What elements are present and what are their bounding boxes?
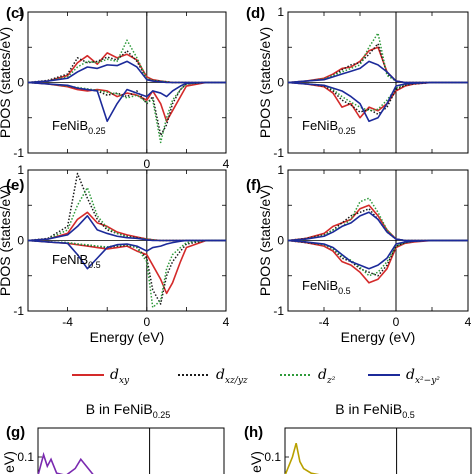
series-dz2-spin-down — [287, 81, 468, 112]
y-tick-label: 0 — [17, 234, 24, 248]
panel-label: (f) — [246, 177, 261, 194]
panel-title: B in FeNiB0.5 — [335, 401, 414, 420]
panel-label: (d) — [246, 5, 265, 22]
panel-label: (h) — [244, 424, 263, 441]
y-tick-label: -1 — [13, 146, 24, 160]
x-tick-label: 0 — [393, 315, 400, 329]
y-tick-label: 0 — [17, 76, 24, 90]
x-tick-label: 4 — [223, 315, 230, 329]
x-tick-label: 0 — [143, 315, 150, 329]
y-axis-label: PDOS (states/eV) — [257, 27, 273, 138]
series-dz2-spin-up — [287, 197, 468, 242]
legend-label: dz² — [318, 367, 336, 386]
series-dxy-spin-up — [27, 52, 226, 84]
x-axis-label: Energy (eV) — [90, 329, 165, 345]
y-tick-label: 1 — [17, 5, 24, 19]
series-dxz-yz-spin-up — [27, 172, 226, 242]
legend-label: dx²−y² — [406, 367, 440, 386]
panel-e: (e) -1 0 1 -4 0 4 PDOS (states/eV) Energy (eV) Fe… — [0, 163, 230, 345]
y-tick-label: 0.1 — [264, 450, 281, 464]
legend: dxy dxz/yz dz² dx²−y² — [72, 367, 440, 386]
series-dxy-spin-up — [287, 204, 468, 242]
panel-h: (h) B in FeNiB0.5 0.1eV) — [244, 401, 472, 474]
panel-label: (e) — [6, 177, 24, 194]
series-dx2-y2-spin-down — [287, 239, 468, 270]
series-dxy-spin-down — [27, 81, 226, 123]
panel-label: (c) — [6, 5, 24, 22]
panel-g: (g) B in FeNiB0.25 0.1eV) — [1, 401, 225, 474]
plot-frame — [37, 427, 225, 474]
series-dxz-yz-spin-up — [27, 50, 226, 84]
series-dz2-spin-down — [27, 239, 226, 309]
series-dz2-spin-up — [27, 39, 226, 84]
x-tick-label: -4 — [319, 315, 330, 329]
x-tick-label: 4 — [465, 315, 472, 329]
plot-frame — [284, 427, 472, 474]
legend-entry: dxz/yz — [178, 367, 248, 386]
y-tick-label: -1 — [273, 304, 284, 318]
material-label: FeNiB0.5 — [52, 252, 101, 270]
x-tick-label: 0 — [143, 157, 150, 171]
legend-entry: dz² — [280, 367, 336, 386]
series-dxz-yz-spin-up — [287, 208, 468, 242]
y-tick-label: -1 — [273, 146, 284, 160]
legend-entry: dxy — [72, 367, 130, 386]
x-tick-label: -4 — [62, 315, 73, 329]
series-dz2-spin-down — [27, 81, 226, 144]
series-dx2-y2-spin-up — [27, 60, 226, 84]
y-tick-label: 1 — [17, 163, 24, 177]
series-dz2-spin-up — [27, 186, 226, 242]
y-tick-label: 1 — [277, 5, 284, 19]
panel-c: (c) -1 0 1 0 4 PDOS (states/eV) FeNiB0.25 — [0, 5, 230, 171]
series-dz2-spin-down — [287, 239, 468, 277]
y-tick-label: -1 — [13, 304, 24, 318]
legend-label: dxz/yz — [216, 367, 248, 386]
y-axis-label: PDOS (states/eV) — [0, 185, 13, 296]
material-label: FeNiB0.5 — [302, 278, 351, 296]
series-dx2-y2-spin-down — [27, 81, 226, 123]
x-axis-label: Energy (eV) — [341, 329, 416, 345]
y-tick-label: 0 — [277, 234, 284, 248]
series-dxz-yz-spin-down — [287, 239, 468, 277]
y-tick-label: 0 — [277, 76, 284, 90]
series-dx2-y2-spin-down — [27, 239, 226, 270]
y-axis-label: PDOS (states/eV) — [257, 185, 273, 296]
series-dx2-y2-spin-down — [287, 81, 468, 123]
y-tick-label: 1 — [277, 163, 284, 177]
material-label: FeNiB0.25 — [302, 118, 356, 136]
legend-label: dxy — [110, 367, 130, 386]
panel-f: (f) -1 0 1 -4 0 4 PDOS (states/eV) Energy (eV) Fe… — [246, 163, 472, 345]
y-tick-label: 0.1 — [17, 450, 34, 464]
series-dxz-yz-spin-down — [27, 239, 226, 305]
legend-entry: dx²−y² — [368, 367, 440, 386]
series-b — [284, 442, 320, 474]
x-tick-label: 4 — [223, 157, 230, 171]
panel-d: (d) -1 0 1 PDOS (states/eV) FeNiB0.25 — [246, 5, 469, 160]
series-dxy-spin-down — [287, 81, 468, 119]
y-axis-label: eV) — [248, 451, 264, 473]
y-axis-label: PDOS (states/eV) — [0, 27, 13, 138]
series-dz2-spin-up — [287, 32, 468, 84]
panel-label: (g) — [6, 424, 25, 441]
material-label: FeNiB0.25 — [52, 118, 106, 136]
y-axis-label: eV) — [1, 451, 17, 473]
series-b — [37, 451, 94, 474]
panel-title: B in FeNiB0.25 — [86, 401, 170, 420]
